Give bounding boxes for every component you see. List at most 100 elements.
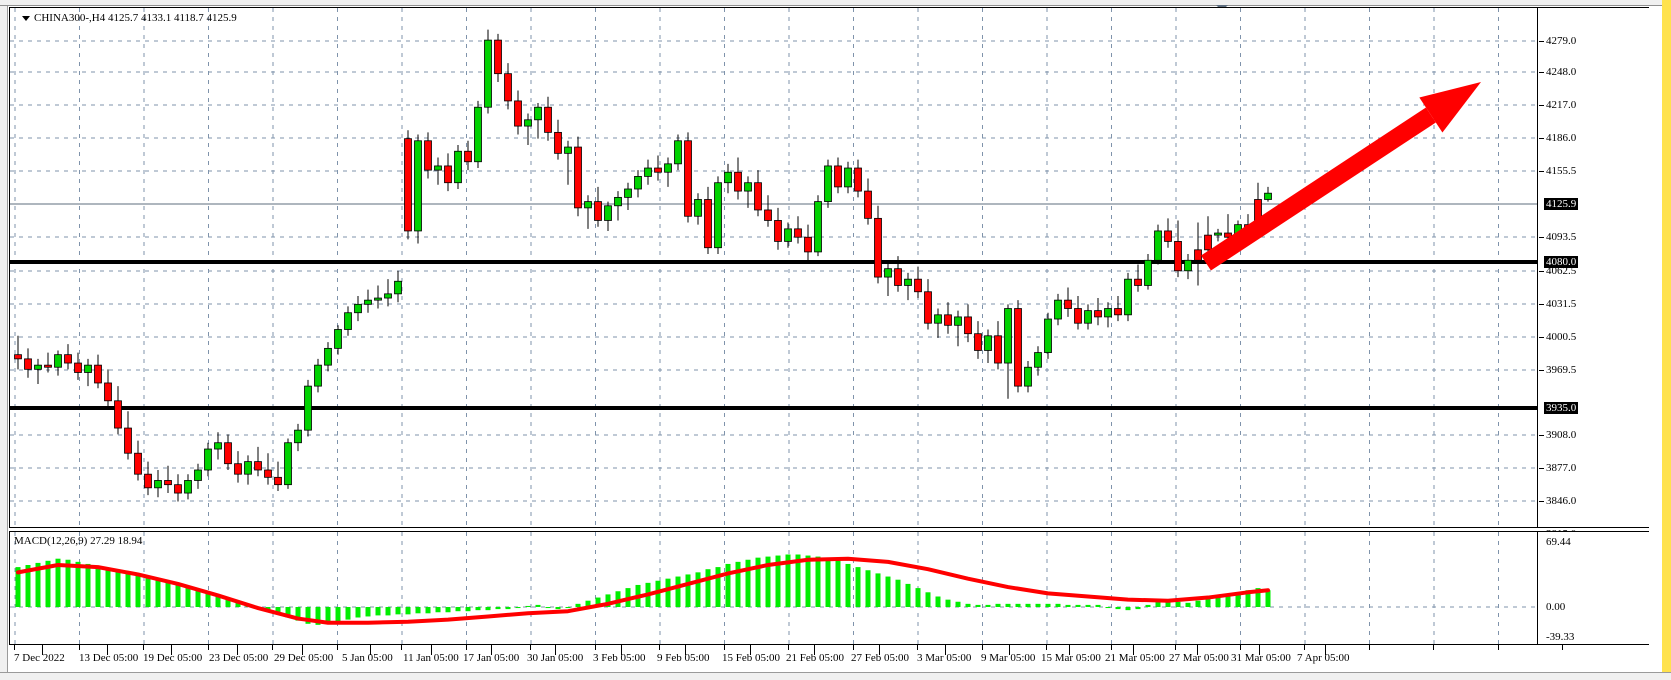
symbol-header-text: CHINA300-,H4 4125.7 4133.1 4118.7 4125.9 xyxy=(34,12,237,24)
candle xyxy=(604,201,612,231)
price-axis-label: 4062.5 xyxy=(1538,265,1577,277)
time-axis-tick xyxy=(370,645,371,655)
candle xyxy=(444,153,452,192)
price-axis[interactable]: 4279.0 4248.0 4217.0 4186.0 4155.5 4125.9 4093… xyxy=(1537,8,1650,540)
time-axis-label: 30 Jan 05:00 xyxy=(527,652,584,664)
window-left-rail xyxy=(0,6,8,674)
time-axis-tick xyxy=(171,645,172,655)
candle xyxy=(64,344,72,370)
candle xyxy=(224,434,232,470)
candle xyxy=(864,178,872,225)
macd-axis-label: 69.44 xyxy=(1546,536,1571,548)
candle xyxy=(174,474,182,502)
macd-plot-area[interactable] xyxy=(10,532,1537,644)
price-axis-label: 4155.5 xyxy=(1538,165,1577,177)
time-axis-label: 23 Dec 05:00 xyxy=(209,652,269,664)
candle xyxy=(244,455,252,485)
time-axis-tick xyxy=(1325,645,1326,655)
time-axis-minor-tick xyxy=(1368,645,1370,650)
candle xyxy=(144,461,152,496)
time-axis-minor-tick xyxy=(78,645,80,650)
candle xyxy=(1024,360,1032,393)
time-axis-tick xyxy=(879,645,880,655)
time-axis-tick xyxy=(1069,645,1070,655)
time-axis-label: 3 Feb 05:00 xyxy=(593,652,646,664)
macd-axis[interactable]: 69.44 0.00 -39.33 xyxy=(1537,532,1650,644)
price-candles-svg xyxy=(10,8,1537,527)
chevron-down-icon[interactable] xyxy=(22,15,30,21)
candle xyxy=(124,411,132,460)
candle xyxy=(624,182,632,210)
candle xyxy=(504,63,512,110)
candle xyxy=(954,310,962,347)
candle xyxy=(1064,287,1072,317)
candle xyxy=(284,438,292,489)
time-axis-label: 17 Jan 05:00 xyxy=(463,652,520,664)
candle xyxy=(384,279,392,307)
candle xyxy=(1084,304,1092,330)
price-axis-label: 4248.0 xyxy=(1538,66,1577,78)
time-axis-minor-tick xyxy=(465,645,467,650)
price-plot-area[interactable] xyxy=(10,8,1537,527)
candle xyxy=(534,103,542,139)
macd-axis-label: -39.33 xyxy=(1546,631,1575,643)
candle xyxy=(974,321,982,359)
time-axis-tick xyxy=(237,645,238,655)
candle xyxy=(764,195,772,227)
candle xyxy=(634,170,642,198)
time-axis-minor-tick xyxy=(14,645,15,650)
candle xyxy=(1114,295,1122,322)
candle xyxy=(134,440,142,481)
time-axis-minor-tick xyxy=(1239,645,1241,650)
candle xyxy=(1034,346,1042,376)
candle xyxy=(164,465,172,494)
time-axis-label: 19 Dec 05:00 xyxy=(143,652,203,664)
price-axis-label: 3877.0 xyxy=(1538,462,1577,474)
price-axis-label: 3969.5 xyxy=(1538,364,1577,376)
time-axis[interactable]: 7 Dec 2022 13 Dec 05:00 19 Dec 05:00 23 Dec… xyxy=(9,645,1649,672)
candle xyxy=(774,207,782,250)
candle xyxy=(994,321,1002,370)
candle xyxy=(784,222,792,248)
time-axis-tick xyxy=(750,645,751,655)
candle xyxy=(544,96,552,141)
candle xyxy=(474,100,482,169)
time-axis-label: 29 Dec 05:00 xyxy=(274,652,334,664)
candle xyxy=(314,358,322,393)
candle xyxy=(494,33,502,83)
candle xyxy=(334,325,342,355)
candle xyxy=(814,195,822,257)
time-axis-minor-tick xyxy=(530,645,531,650)
candle xyxy=(34,358,42,385)
time-axis-minor-tick xyxy=(594,645,596,650)
candle xyxy=(674,134,682,171)
time-axis-tick xyxy=(685,645,686,655)
candle xyxy=(804,224,812,261)
time-axis-minor-tick xyxy=(1562,645,1563,650)
candle xyxy=(1094,298,1102,326)
candle xyxy=(904,272,912,301)
candle xyxy=(644,159,652,185)
candle xyxy=(184,474,192,500)
time-axis-label: 13 Dec 05:00 xyxy=(79,652,139,664)
time-axis-label: 21 Feb 05:00 xyxy=(786,652,845,664)
time-axis-label: 7 Dec 2022 xyxy=(14,652,65,664)
candle xyxy=(274,461,282,491)
candle xyxy=(54,350,62,376)
time-axis-tick xyxy=(945,645,946,655)
candle xyxy=(894,256,902,292)
candle xyxy=(944,302,952,334)
time-axis-label: 3 Mar 05:00 xyxy=(917,652,972,664)
candle xyxy=(714,176,722,255)
time-axis-minor-tick xyxy=(336,645,338,650)
time-axis-minor-tick xyxy=(981,645,983,650)
vertical-scrollbar[interactable] xyxy=(1662,0,1671,680)
time-axis-minor-tick xyxy=(143,645,144,650)
candle xyxy=(154,469,162,498)
window-bottom-strip xyxy=(0,672,1671,680)
time-axis-tick xyxy=(107,645,108,655)
time-axis-tick xyxy=(621,645,622,655)
candle xyxy=(1004,304,1012,399)
candle xyxy=(344,306,352,336)
candle xyxy=(874,205,882,284)
